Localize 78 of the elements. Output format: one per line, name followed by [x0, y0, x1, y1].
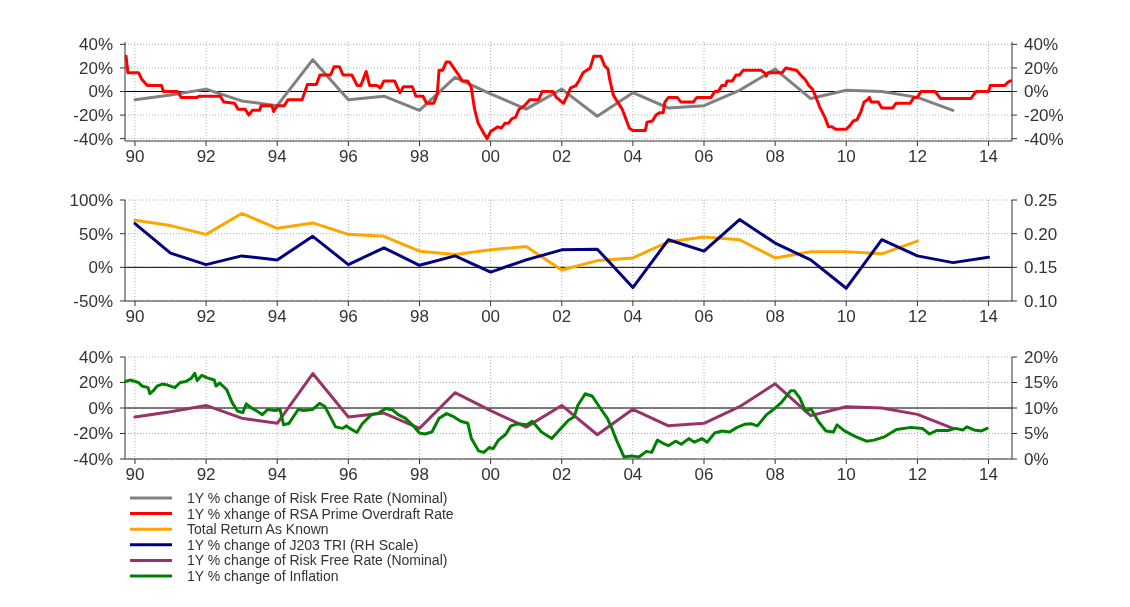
- legend-label: 1Y % xhange of RSA Prime Overdraft Rate: [187, 505, 454, 522]
- y2-tick-label: 15%: [1024, 373, 1059, 393]
- x-tick-label: 10: [836, 307, 856, 326]
- x-tick-label: 98: [410, 465, 429, 484]
- x-tick-label: 94: [267, 147, 287, 166]
- x-tick-label: 04: [623, 307, 643, 326]
- y-tick-label: 40%: [78, 347, 113, 367]
- x-tick-label: 96: [338, 307, 358, 326]
- x-tick-label: 00: [481, 147, 501, 166]
- x-tick-label: 14: [979, 307, 998, 326]
- y-tick-label: -40%: [73, 449, 113, 469]
- x-tick-label: 94: [267, 307, 287, 326]
- x-tick-label: 92: [196, 307, 216, 326]
- y2-tick-label: 0.25: [1024, 190, 1058, 210]
- x-tick-label: 08: [765, 307, 785, 326]
- x-tick-label: 92: [196, 147, 216, 166]
- legend-label: 1Y % change of Inflation: [187, 567, 339, 584]
- x-tick-label: 08: [765, 147, 785, 166]
- x-tick-label: 10: [836, 465, 856, 484]
- y2-tick-label: 0%: [1024, 449, 1049, 469]
- y-tick-label: -20%: [73, 424, 113, 444]
- line-series: [124, 371, 989, 459]
- y2-tick-label: 20%: [1024, 347, 1059, 367]
- line-series: [133, 372, 955, 437]
- x-tick-label: 02: [552, 307, 572, 326]
- y-tick-label: 100%: [69, 190, 113, 210]
- x-tick-label: 92: [196, 465, 216, 484]
- x-tick-label: 14: [979, 465, 998, 484]
- line-series: [133, 211, 919, 272]
- x-tick-label: 06: [694, 465, 714, 484]
- y-tick-label: 20%: [78, 58, 113, 78]
- x-tick-label: 14: [979, 147, 998, 166]
- x-tick-label: 04: [623, 147, 643, 166]
- y2-tick-label: -20%: [1024, 106, 1064, 126]
- y-tick-label: 0%: [88, 398, 113, 418]
- y2-tick-label: 5%: [1024, 424, 1049, 444]
- x-tick-label: 90: [125, 147, 145, 166]
- y-tick-label: 0%: [88, 258, 113, 278]
- x-tick-label: 94: [267, 465, 287, 484]
- x-tick-label: 98: [410, 147, 429, 166]
- x-tick-label: 90: [125, 307, 145, 326]
- x-tick-label: 12: [907, 147, 927, 166]
- y2-tick-label: -40%: [1024, 129, 1064, 149]
- y2-tick-label: 0.15: [1024, 258, 1058, 278]
- x-tick-label: 02: [552, 465, 572, 484]
- x-tick-label: 98: [410, 307, 429, 326]
- y-tick-label: -50%: [73, 291, 113, 311]
- line-series: [133, 218, 991, 290]
- y2-tick-label: 10%: [1024, 398, 1059, 418]
- y2-tick-label: 0.10: [1024, 291, 1058, 311]
- x-tick-label: 10: [836, 147, 856, 166]
- x-tick-label: 90: [125, 465, 145, 484]
- x-tick-label: 96: [338, 147, 358, 166]
- y2-tick-label: 20%: [1024, 58, 1059, 78]
- x-tick-label: 96: [338, 465, 358, 484]
- legend-label: 1Y % change of J203 TRI (RH Scale): [187, 536, 419, 553]
- y-tick-label: -20%: [73, 106, 113, 126]
- legend-label: Total Return As Known: [187, 521, 329, 538]
- x-tick-label: 00: [481, 465, 501, 484]
- x-tick-label: 06: [694, 307, 714, 326]
- line-series: [133, 58, 955, 118]
- y-tick-label: 20%: [78, 373, 113, 393]
- x-tick-label: 00: [481, 307, 501, 326]
- y-tick-label: -40%: [73, 129, 113, 149]
- x-tick-label: 06: [694, 147, 714, 166]
- y2-tick-label: 0.20: [1024, 224, 1058, 244]
- x-tick-label: 02: [552, 147, 572, 166]
- y-tick-label: 40%: [78, 35, 113, 55]
- y-tick-label: 50%: [78, 224, 113, 244]
- legend-label: 1Y % change of Risk Free Rate (Nominal): [187, 489, 448, 506]
- x-tick-label: 12: [907, 465, 927, 484]
- legend-label: 1Y % change of Risk Free Rate (Nominal): [187, 552, 448, 569]
- y-tick-label: 0%: [88, 82, 113, 102]
- x-tick-label: 12: [907, 307, 927, 326]
- y2-tick-label: 40%: [1024, 35, 1059, 55]
- y2-tick-label: 0%: [1024, 82, 1049, 102]
- x-tick-label: 04: [623, 465, 643, 484]
- x-tick-label: 08: [765, 465, 785, 484]
